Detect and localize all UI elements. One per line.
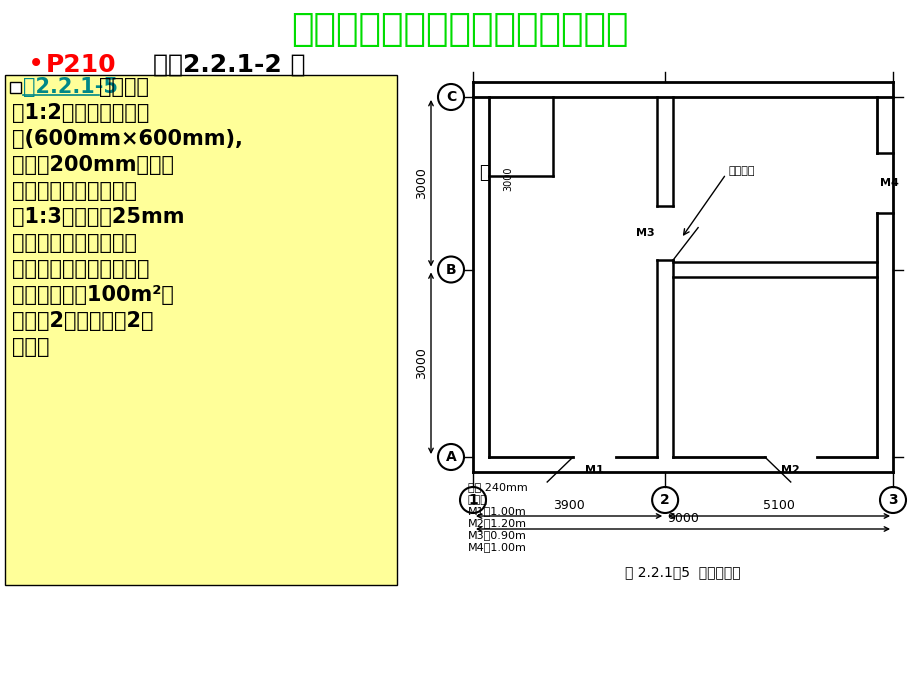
Text: M2: M2 xyxy=(780,465,800,475)
Text: 3: 3 xyxy=(887,493,897,507)
Text: 2: 2 xyxy=(660,493,669,507)
Text: M1：1.00m: M1：1.00m xyxy=(468,506,527,516)
Text: 石(600mm×600mm),: 石(600mm×600mm), xyxy=(12,129,243,149)
Text: M3: M3 xyxy=(635,228,653,238)
Text: M4：1.00m: M4：1.00m xyxy=(468,542,527,552)
Text: 建筑物地: 建筑物地 xyxy=(99,77,149,97)
Text: •: • xyxy=(28,50,44,78)
Text: M3：0.90m: M3：0.90m xyxy=(468,530,527,540)
Text: 墙厚 240mm: 墙厚 240mm xyxy=(468,482,528,492)
Text: C: C xyxy=(446,90,456,104)
Text: M4: M4 xyxy=(879,177,898,188)
Text: 【例2.2.1-2 】: 【例2.2.1-2 】 xyxy=(118,53,305,77)
Text: 开门部分: 开门部分 xyxy=(727,166,754,176)
Text: 面1:2水泥砂浆铺花岗: 面1:2水泥砂浆铺花岗 xyxy=(12,103,149,123)
Text: P210: P210 xyxy=(46,53,117,77)
Text: B: B xyxy=(445,262,456,277)
Text: 9000: 9000 xyxy=(666,512,698,525)
Text: M1: M1 xyxy=(584,465,604,475)
Text: 3000: 3000 xyxy=(414,167,427,199)
Text: 门宽：: 门宽： xyxy=(468,495,487,505)
Text: 5100: 5100 xyxy=(762,499,794,512)
Text: 花岗石铺贴；地面找平: 花岗石铺贴；地面找平 xyxy=(12,181,137,201)
Bar xyxy=(10,82,21,93)
Text: 踢: 踢 xyxy=(479,164,490,182)
Text: 【楼地面工程】计价方法应用实例: 【楼地面工程】计价方法应用实例 xyxy=(291,12,628,48)
Text: 1: 1 xyxy=(468,493,477,507)
Text: 3000: 3000 xyxy=(414,347,427,380)
Text: 图 2.2.1－5  建筑平面图: 图 2.2.1－5 建筑平面图 xyxy=(625,565,740,579)
Text: 层1:3水泥砂浆25mm: 层1:3水泥砂浆25mm xyxy=(12,207,185,227)
Text: 台班。: 台班。 xyxy=(12,337,50,357)
Text: 脚线高200mm用同种: 脚线高200mm用同种 xyxy=(12,155,174,175)
Text: 厚，求该工程清单项目: 厚，求该工程清单项目 xyxy=(12,233,137,253)
Text: 3900: 3900 xyxy=(552,499,584,512)
Text: 特殊磨花，每100m²消: 特殊磨花，每100m²消 xyxy=(12,285,174,305)
Text: 耗人工2日、钻磨机2个: 耗人工2日、钻磨机2个 xyxy=(12,311,153,331)
Text: A: A xyxy=(445,450,456,464)
Text: 费。（设计要求部分地面: 费。（设计要求部分地面 xyxy=(12,259,150,279)
FancyBboxPatch shape xyxy=(5,75,397,585)
Text: 图2.2.1-5: 图2.2.1-5 xyxy=(23,77,118,97)
Text: 3000: 3000 xyxy=(503,166,513,190)
Text: M2：1.20m: M2：1.20m xyxy=(468,518,527,528)
